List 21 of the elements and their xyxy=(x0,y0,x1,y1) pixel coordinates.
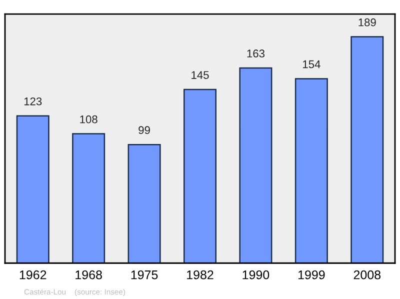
data-label: 99 xyxy=(138,126,150,134)
bar xyxy=(128,144,161,264)
x-tick-label: 1962 xyxy=(20,270,46,280)
bar xyxy=(294,78,328,264)
x-tick-label: 1968 xyxy=(76,270,102,280)
data-label: 163 xyxy=(247,50,264,58)
x-tick-label: 1982 xyxy=(187,270,214,280)
x-tick-label: 1990 xyxy=(242,270,270,280)
x-tick-label: 1975 xyxy=(131,270,158,280)
bar xyxy=(239,67,272,264)
data-label: 189 xyxy=(358,18,376,26)
data-label: 108 xyxy=(80,115,98,124)
x-tick-label: 2008 xyxy=(354,270,381,280)
data-label: 123 xyxy=(24,97,42,106)
data-label: 145 xyxy=(192,71,209,79)
bar xyxy=(16,115,50,264)
bar xyxy=(350,36,384,264)
x-tick-label: 1999 xyxy=(298,270,325,280)
bar xyxy=(183,88,217,264)
data-label: 154 xyxy=(303,60,320,68)
bar xyxy=(72,133,106,264)
